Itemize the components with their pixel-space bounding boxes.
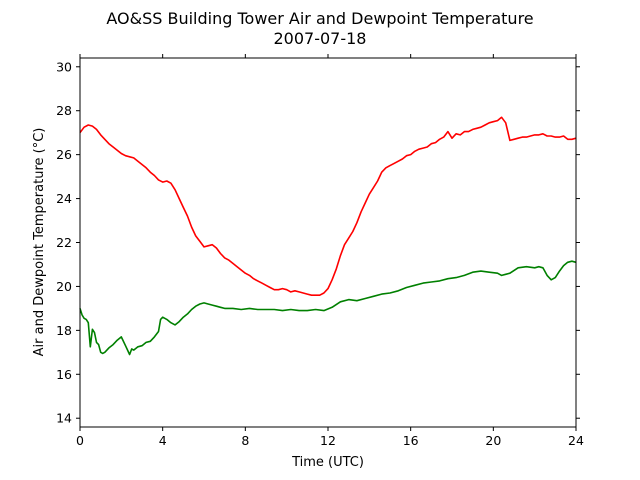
x-tick-label: 20 [485, 433, 501, 448]
chart-title: AO&SS Building Tower Air and Dewpoint Te… [106, 9, 533, 28]
chart-subtitle: 2007-07-18 [274, 29, 367, 48]
x-axis: 0 4 8 12 16 20 24 [76, 54, 584, 448]
y-tick-label: 20 [56, 279, 72, 294]
y-tick-label: 14 [56, 411, 72, 426]
x-tick-label: 8 [241, 433, 249, 448]
y-axis-label: Air and Dewpoint Temperature (°C) [32, 128, 47, 357]
y-tick-label: 16 [56, 367, 72, 382]
x-tick-label: 24 [568, 433, 584, 448]
x-tick-label: 4 [159, 433, 167, 448]
y-tick-label: 24 [56, 191, 72, 206]
y-tick-label: 26 [56, 147, 72, 162]
y-tick-label: 22 [56, 235, 72, 250]
x-axis-label: Time (UTC) [291, 455, 364, 470]
x-tick-label: 12 [320, 433, 336, 448]
y-axis: 14 16 18 20 22 24 26 28 30 [56, 59, 580, 426]
y-tick-label: 30 [56, 59, 72, 74]
series-lines [79, 116, 577, 356]
series-line-1 [79, 116, 577, 296]
x-tick-label: 0 [76, 433, 84, 448]
plot-frame [79, 57, 577, 428]
y-tick-label: 28 [56, 103, 72, 118]
x-tick-label: 16 [403, 433, 419, 448]
series-line-2 [79, 260, 577, 356]
y-tick-label: 18 [56, 323, 72, 338]
